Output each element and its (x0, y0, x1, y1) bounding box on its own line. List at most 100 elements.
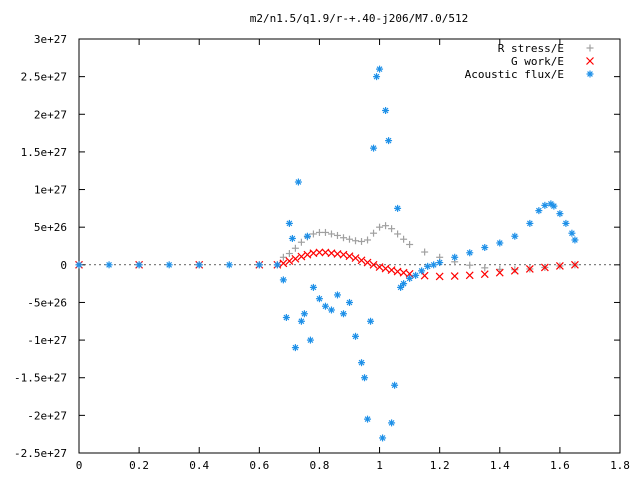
x-tick-label: 0.8 (310, 459, 330, 472)
data-point (273, 261, 281, 269)
data-point (526, 219, 534, 227)
data-point (511, 266, 519, 274)
star-marker-stroke (563, 220, 569, 227)
data-point (367, 317, 375, 325)
cross-marker-stroke (339, 250, 348, 259)
star-marker-stroke (301, 310, 308, 317)
cross-marker-stroke (450, 272, 459, 281)
y-tick-label: -1.5e+27 (14, 372, 67, 385)
chart-title: m2/n1.5/q1.9/r-+.40-j206/M7.0/512 (250, 12, 469, 25)
data-point (300, 310, 308, 318)
data-point (400, 235, 408, 243)
data-point (346, 235, 353, 243)
data-point (379, 434, 387, 442)
data-point (406, 240, 414, 248)
legend-label: R stress/E (498, 42, 564, 55)
series-g-work-e (75, 248, 579, 281)
data-point (135, 261, 143, 269)
data-point (363, 258, 372, 267)
cross-marker-stroke (285, 257, 294, 265)
star-marker-stroke (511, 233, 518, 240)
star-marker-stroke (466, 249, 473, 256)
star-marker-stroke (481, 244, 488, 251)
y-axis: -2.5e+27 -2e+27 -1.5e+27 -1e+27 -5e+26 0 5e+26… (14, 33, 620, 460)
data-point (511, 232, 519, 240)
data-point (327, 230, 335, 238)
data-point (376, 65, 384, 73)
data-point (562, 219, 570, 227)
legend-label: Acoustic flux/E (465, 68, 564, 81)
data-point (451, 253, 459, 261)
star-marker-stroke (106, 261, 112, 268)
star-marker-stroke (358, 359, 365, 366)
cross-marker-stroke (315, 248, 324, 257)
data-point (525, 265, 534, 273)
data-point (358, 359, 366, 367)
star-marker-stroke (256, 261, 263, 268)
data-point (351, 254, 360, 262)
data-point (339, 310, 347, 318)
data-point (418, 267, 426, 275)
y-tick-label: 2.5e+27 (21, 71, 67, 84)
star-marker-stroke (166, 261, 173, 268)
data-point (481, 244, 489, 252)
cross-marker-stroke (297, 252, 306, 261)
y-tick-label: -2.5e+27 (14, 447, 67, 460)
star-marker-stroke (226, 261, 233, 268)
data-point (358, 237, 366, 245)
x-axis: 0 0.2 0.4 0.6 0.8 1 1.2 1.4 1.6 1.8 (76, 39, 630, 472)
data-point (369, 260, 378, 269)
star-marker-stroke (334, 292, 341, 298)
cross-marker-stroke (291, 254, 300, 263)
data-point (352, 332, 360, 340)
star-marker-stroke (385, 137, 392, 144)
star-marker-stroke (136, 261, 142, 268)
data-point (376, 223, 384, 231)
cross-marker-stroke (369, 260, 378, 269)
data-point (382, 222, 390, 230)
cross-marker-stroke (393, 267, 402, 276)
data-point (394, 230, 402, 238)
cross-marker-stroke (420, 271, 429, 280)
data-point (480, 270, 489, 279)
data-point (394, 204, 402, 212)
cross-marker-stroke (480, 270, 489, 279)
star-marker-stroke (286, 220, 293, 227)
data-point (345, 252, 354, 261)
star-marker-stroke (424, 263, 431, 270)
data-point (285, 219, 293, 227)
data-point (364, 236, 372, 244)
data-point (370, 229, 378, 237)
data-point (291, 244, 299, 252)
x-tick-label: 0.2 (129, 459, 149, 472)
cross-marker-stroke (435, 272, 444, 281)
y-tick-label: 3e+27 (34, 33, 67, 46)
data-point (282, 314, 290, 322)
data-point (105, 261, 113, 269)
star-marker-stroke (364, 416, 371, 423)
cross-marker-stroke (525, 265, 534, 273)
data-point (315, 295, 323, 303)
x-tick-label: 1.6 (550, 459, 570, 472)
star-marker-stroke (547, 200, 554, 207)
data-point (450, 272, 459, 281)
data-point (385, 137, 393, 145)
data-point (352, 237, 360, 245)
data-point (495, 268, 504, 277)
data-point (388, 419, 396, 427)
data-point (381, 264, 390, 273)
star-marker-stroke (196, 261, 203, 268)
star-marker-stroke (451, 254, 458, 261)
data-point (412, 271, 420, 279)
data-point (297, 252, 306, 261)
star-marker-stroke (322, 303, 329, 310)
x-tick-label: 1.2 (430, 459, 450, 472)
data-point (570, 260, 579, 269)
star-marker-stroke (430, 261, 437, 268)
series-acoustic-flux-e (75, 65, 579, 442)
x-tick-label: 0.6 (249, 459, 269, 472)
data-point (346, 298, 353, 306)
data-point (571, 236, 579, 244)
y-tick-label: -5e+26 (27, 296, 67, 309)
